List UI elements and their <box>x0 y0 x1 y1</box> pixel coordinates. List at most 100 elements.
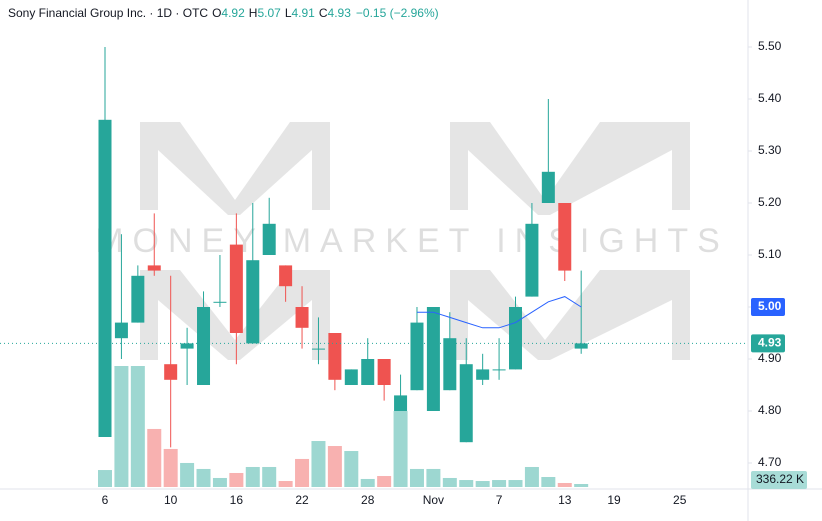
volume-bar <box>295 458 310 487</box>
volume-bar <box>360 478 375 487</box>
x-tick-label: 19 <box>607 493 621 507</box>
volume-bar <box>196 468 211 487</box>
candle-body <box>213 301 227 303</box>
candle-body <box>344 369 358 385</box>
volume-bar <box>508 480 523 487</box>
volume-bar <box>114 366 129 487</box>
volume-bar <box>426 468 441 487</box>
ohlc-key: L <box>285 6 292 20</box>
candle-body <box>246 260 260 344</box>
header-change: −0.15 (−2.96%) <box>356 6 439 20</box>
volume-bar <box>262 466 277 487</box>
candle-body <box>114 322 128 339</box>
candle-body <box>394 395 408 411</box>
y-tick-label: 5.40 <box>758 91 782 105</box>
candle-body <box>377 359 391 385</box>
volume-bar <box>278 481 293 487</box>
volume-bar <box>344 451 359 487</box>
ohlc-key: H <box>249 6 258 20</box>
volume-badge-label: 336.22 K <box>756 472 804 486</box>
x-tick-label: 7 <box>496 493 503 507</box>
volume-bar <box>245 466 260 487</box>
y-tick-label: 5.30 <box>758 143 782 157</box>
volume-bar <box>557 482 572 487</box>
y-tick-label: 4.80 <box>758 403 782 417</box>
price-badge <box>751 334 785 353</box>
ohlc-key: C <box>319 6 328 20</box>
y-tick-label: 4.90 <box>758 351 782 365</box>
volume-bar <box>574 483 589 487</box>
x-tick-label: 6 <box>102 493 109 507</box>
volume-bar <box>492 480 507 487</box>
volume-bar <box>229 472 244 487</box>
candle-body <box>262 223 276 255</box>
y-tick-label: 5.10 <box>758 247 782 261</box>
x-tick-label: 13 <box>558 493 572 507</box>
candle-body <box>361 359 375 385</box>
logo-m <box>140 122 330 215</box>
candle-body <box>328 333 342 380</box>
candle-body <box>459 364 473 443</box>
x-tick-label: 25 <box>673 493 687 507</box>
volume-bar <box>524 466 539 487</box>
candle-body <box>492 369 506 371</box>
x-tick-label: Nov <box>423 493 444 507</box>
watermark-logo <box>140 122 690 360</box>
logo-m <box>450 122 690 215</box>
candle-body <box>541 171 555 203</box>
candle-body <box>426 307 440 411</box>
volume-bar <box>327 446 342 487</box>
volume-bar <box>311 441 326 487</box>
volume-bar <box>541 476 556 487</box>
ohlc-value: 5.07 <box>257 6 281 20</box>
logo-m <box>450 270 690 360</box>
volume-bar <box>130 366 145 487</box>
candle-body <box>147 265 161 271</box>
volume-bar <box>163 448 178 487</box>
ohlc-value: 4.92 <box>221 6 245 20</box>
ohlc-value: 4.91 <box>292 6 316 20</box>
ma-line <box>416 296 582 329</box>
volume-bar <box>377 476 392 487</box>
candle-body <box>410 322 424 391</box>
watermark-text: MONEY MARKET INSIGHTS <box>95 222 729 260</box>
x-tick-label: 22 <box>295 493 309 507</box>
candle-body <box>525 223 539 297</box>
volume-bar <box>147 428 162 487</box>
ohlc-key: O <box>212 6 221 20</box>
candle-body <box>98 119 112 438</box>
volume-bar <box>442 477 457 487</box>
volume-bar <box>180 462 195 487</box>
y-tick-label: 4.70 <box>758 455 782 469</box>
ma-badge <box>751 298 785 316</box>
candle-body <box>295 307 309 328</box>
x-tick-label: 10 <box>164 493 178 507</box>
candle-body <box>229 244 243 333</box>
x-tick-label: 16 <box>230 493 244 507</box>
candle-body <box>558 203 572 271</box>
logo-m <box>140 270 330 360</box>
candle-body <box>197 307 211 385</box>
y-tick-label: 5.50 <box>758 39 782 53</box>
volume-badge <box>751 471 807 489</box>
header: Sony Financial Group Inc. · 1D · OTC O4.9… <box>8 6 439 20</box>
y-tick-label: 5.20 <box>758 195 782 209</box>
candle-body <box>279 265 293 287</box>
x-tick-label: 28 <box>361 493 375 507</box>
candle-body <box>476 369 490 380</box>
volume-bar <box>212 477 227 487</box>
header-title: Sony Financial Group Inc. · 1D · OTC <box>8 6 208 20</box>
volume-bar <box>98 470 112 487</box>
ma-badge-label: 5.00 <box>758 299 782 313</box>
candle-body <box>574 343 588 349</box>
candle-body <box>164 364 178 380</box>
candle-body <box>443 338 457 391</box>
ohlc-value: 4.93 <box>328 6 352 20</box>
candle-body <box>311 348 325 350</box>
candle-body <box>509 307 522 370</box>
price-badge-label: 4.93 <box>758 336 782 350</box>
candle-body <box>131 275 145 323</box>
candle-body <box>180 343 194 349</box>
